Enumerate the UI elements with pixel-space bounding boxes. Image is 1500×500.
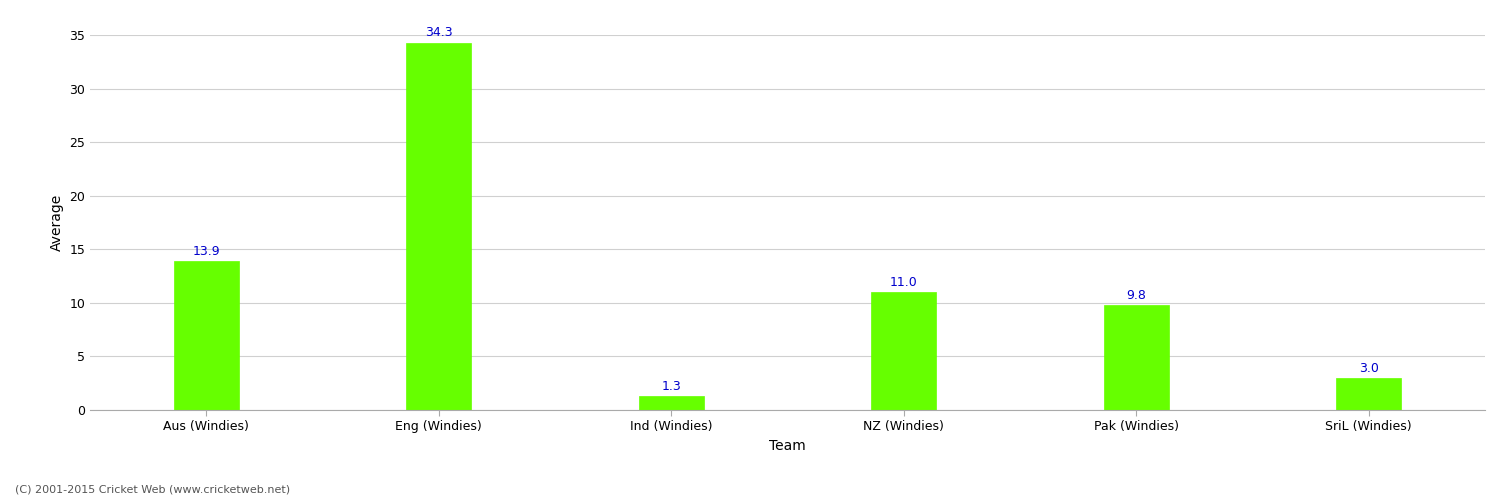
Bar (871, 292, 936, 410)
Text: 34.3: 34.3 (424, 26, 453, 40)
Text: 11.0: 11.0 (890, 276, 918, 289)
Text: 1.3: 1.3 (662, 380, 681, 393)
Bar (1104, 305, 1168, 410)
Bar (639, 396, 704, 410)
Text: 13.9: 13.9 (192, 245, 220, 258)
X-axis label: Team: Team (770, 439, 806, 453)
Bar (406, 42, 471, 410)
Bar (1336, 378, 1401, 410)
Text: 9.8: 9.8 (1126, 289, 1146, 302)
Y-axis label: Average: Average (50, 194, 63, 251)
Bar (174, 261, 238, 410)
Text: 3.0: 3.0 (1359, 362, 1378, 374)
Text: (C) 2001-2015 Cricket Web (www.cricketweb.net): (C) 2001-2015 Cricket Web (www.cricketwe… (15, 485, 290, 495)
